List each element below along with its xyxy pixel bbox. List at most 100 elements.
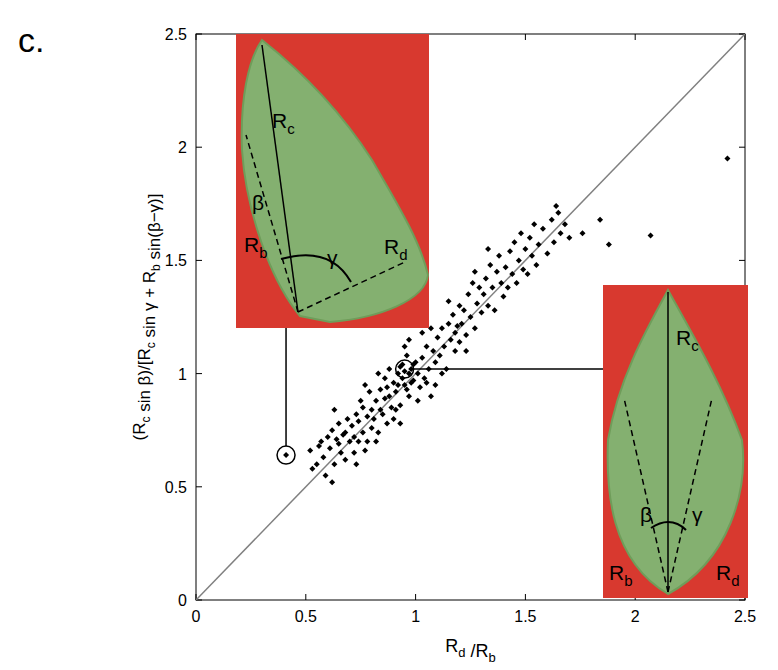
data-point	[505, 285, 511, 291]
leaf-axis	[667, 292, 669, 592]
data-point	[331, 407, 337, 413]
data-point	[395, 382, 401, 388]
data-point	[452, 330, 458, 336]
data-point	[351, 450, 357, 456]
plot-area	[196, 34, 745, 600]
highlight-circle	[277, 446, 295, 464]
data-point	[439, 325, 445, 331]
data-point	[457, 339, 463, 345]
data-point	[336, 420, 342, 426]
data-point	[648, 232, 654, 238]
data-point	[369, 425, 375, 431]
data-point	[540, 226, 546, 232]
data-point	[314, 461, 320, 467]
data-point	[419, 330, 425, 336]
data-point	[404, 386, 410, 392]
inset-photo	[236, 34, 429, 328]
data-point	[377, 386, 383, 392]
x-tick-label: 0	[192, 608, 201, 625]
data-point	[342, 457, 348, 463]
y-tick	[196, 147, 202, 148]
data-point	[509, 271, 515, 277]
data-point	[468, 314, 474, 320]
x-tick-label: 2.5	[734, 608, 756, 625]
data-point	[391, 416, 397, 422]
highlight-circle	[396, 360, 414, 378]
data-point	[606, 242, 612, 248]
data-point	[485, 303, 491, 309]
data-point	[309, 466, 315, 472]
data-point	[432, 359, 438, 365]
x-tick-label: 0.5	[295, 608, 317, 625]
leaf-inset: RcβRbγRd	[603, 285, 748, 598]
diagonal-line	[196, 34, 745, 600]
data-point	[441, 343, 447, 349]
data-point	[345, 416, 351, 422]
data-point	[408, 380, 414, 386]
panel-label: c.	[18, 21, 44, 59]
y-tick	[739, 260, 745, 261]
y-tick	[739, 147, 745, 148]
data-point	[472, 325, 478, 331]
data-point	[472, 269, 478, 275]
data-point	[533, 262, 539, 268]
angle-arc	[281, 255, 351, 282]
data-point	[483, 276, 489, 282]
y-tick	[739, 600, 745, 601]
data-point	[417, 384, 423, 390]
angle-arc	[651, 522, 668, 528]
data-point	[470, 280, 476, 286]
data-point	[459, 321, 465, 327]
y-tick-label: 2	[178, 139, 187, 156]
data-point	[435, 334, 441, 340]
x-tick	[525, 34, 526, 40]
data-point	[382, 375, 388, 381]
data-point	[364, 414, 370, 420]
data-point	[386, 366, 392, 372]
data-point	[397, 420, 403, 426]
data-point	[558, 230, 564, 236]
data-point	[428, 393, 434, 399]
data-point	[397, 402, 403, 408]
data-point	[503, 264, 509, 270]
data-point	[393, 407, 399, 413]
y-tick	[196, 373, 202, 374]
leaf	[242, 40, 428, 322]
data-point	[393, 389, 399, 395]
data-point	[465, 291, 471, 297]
plot-frame	[196, 34, 745, 600]
data-point	[424, 380, 430, 386]
data-point	[342, 429, 348, 435]
data-point	[496, 253, 502, 259]
data-point	[522, 246, 528, 252]
y-axis-title: (Rc sin β)/[Rc sin γ + Rb sin(β−γ)]	[130, 193, 164, 440]
data-point	[307, 448, 313, 454]
data-point	[531, 221, 537, 227]
data-point	[384, 420, 390, 426]
data-point	[415, 371, 421, 377]
connector	[414, 368, 603, 370]
data-point	[536, 242, 542, 248]
data-point	[452, 348, 458, 354]
data-point	[384, 384, 390, 390]
leaf-axis	[668, 398, 712, 592]
data-point	[371, 416, 377, 422]
data-point	[463, 332, 469, 338]
data-point	[320, 454, 326, 460]
chart: c.00.511.522.500.511.522.5Rd /Rb(Rc sin …	[0, 0, 778, 670]
data-point	[553, 203, 559, 209]
data-point	[283, 452, 289, 458]
data-point	[597, 217, 603, 223]
data-point	[397, 364, 403, 370]
inset-label: Rd	[716, 561, 740, 589]
data-point	[369, 407, 375, 413]
data-point	[549, 217, 555, 223]
x-tick-label: 1.5	[514, 608, 536, 625]
data-point	[353, 461, 359, 467]
x-axis-title: Rd /Rb	[445, 636, 495, 665]
data-point	[356, 418, 362, 424]
inset-label: Rc	[676, 326, 699, 354]
data-point	[487, 262, 493, 268]
data-point	[450, 312, 456, 318]
y-tick-label: 0	[178, 592, 187, 609]
